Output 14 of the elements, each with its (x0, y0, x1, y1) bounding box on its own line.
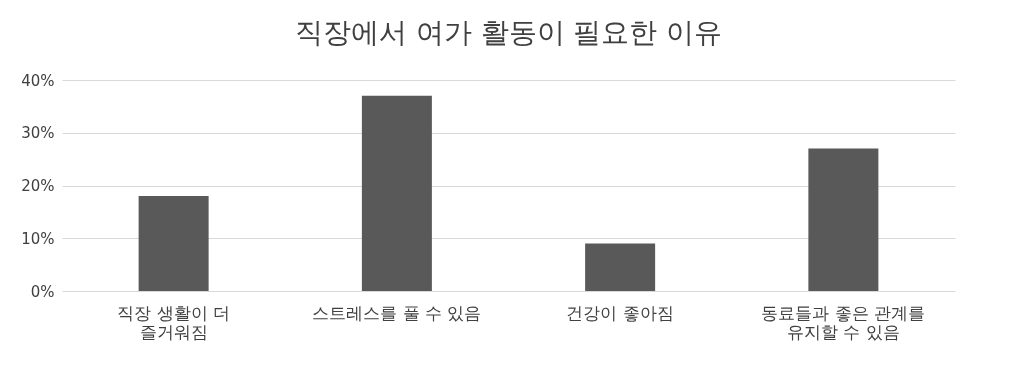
chart-title: 직장에서 여가 활동이 필요한 이유 (294, 16, 723, 49)
bar (585, 243, 656, 291)
y-tick-label: 0% (30, 282, 55, 301)
x-tick-label: 직장 생활이 더 즐거워짐 (117, 302, 231, 342)
bar (361, 95, 432, 291)
x-tick-label: 스트레스를 풀 수 있음 (312, 302, 482, 323)
y-tick-label: 40% (21, 71, 55, 90)
bar (138, 196, 209, 291)
x-tick-label: 건강이 좋아짐 (566, 302, 674, 323)
y-tick-label: 10% (21, 229, 55, 248)
y-tick-label: 20% (21, 177, 55, 195)
bar (808, 148, 879, 291)
x-tick-label: 동료들과 좋은 관계를 유지할 수 있음 (761, 302, 926, 342)
y-tick-label: 30% (21, 124, 55, 143)
